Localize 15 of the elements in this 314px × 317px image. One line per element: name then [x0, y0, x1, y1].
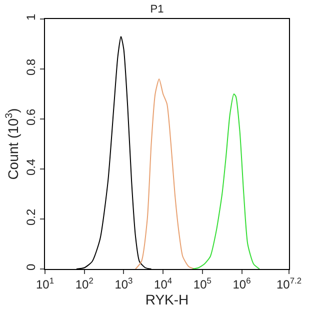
x-axis-title: RYK-H — [145, 292, 189, 308]
x-tick-label: 10$^{1}$ — [36, 275, 54, 292]
y-tick-label: 0.2 — [24, 208, 38, 226]
y-tick-label: 0 — [24, 264, 38, 271]
y-tick-label: 0.8 — [24, 58, 38, 76]
x-tick-label: 10$^{7.2}$ — [276, 275, 302, 292]
chart-title: P1 — [150, 3, 164, 16]
x-tick-label: 10$^{2}$ — [75, 275, 94, 292]
x-tick-label: 10$^{4}$ — [154, 275, 172, 292]
y-tick-label: 0.4 — [24, 158, 38, 176]
x-tick-label: 10$^{5}$ — [193, 275, 212, 292]
x-tick-label: 10$^{3}$ — [114, 275, 134, 292]
y-tick-label: 1 — [24, 14, 38, 21]
x-tick-label: 10$^{6}$ — [232, 275, 252, 292]
y-tick-label: 0.6 — [24, 108, 38, 126]
